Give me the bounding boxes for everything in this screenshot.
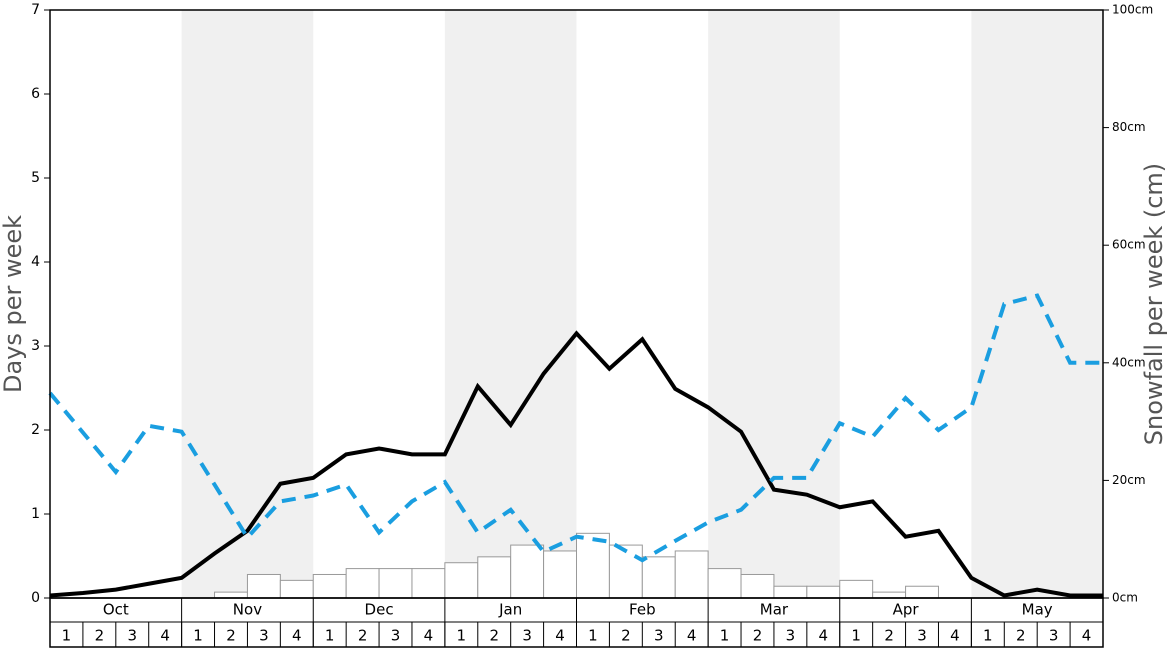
snowfall-bar — [806, 585, 841, 599]
y-tick-label: 0 — [31, 590, 40, 606]
week-label: 1 — [588, 627, 598, 645]
week-label: 4 — [1082, 627, 1092, 645]
y2-axis-title: Snowfall per week (cm) — [1140, 163, 1168, 445]
week-label: 1 — [983, 627, 993, 645]
month-label: Apr — [893, 601, 920, 619]
week-label: 4 — [687, 627, 697, 645]
y2-tick-label: 40cm — [1112, 355, 1146, 369]
y2-tick-label: 100cm — [1112, 3, 1153, 17]
y-tick-label: 6 — [31, 86, 40, 102]
week-label: 1 — [62, 627, 72, 645]
month-label: Jan — [498, 601, 522, 619]
y2-tick-label: 60cm — [1112, 238, 1146, 252]
y2-tick-label: 0cm — [1112, 591, 1138, 605]
month-shade — [971, 10, 1103, 598]
week-label: 4 — [819, 627, 829, 645]
y-tick-label: 3 — [31, 338, 40, 354]
snowfall-bar — [444, 562, 479, 599]
y-tick-label: 2 — [31, 422, 40, 438]
snowfall-bar — [740, 573, 775, 599]
snowfall-bar — [707, 568, 742, 599]
month-shade — [444, 10, 577, 598]
week-label: 4 — [292, 627, 302, 645]
week-label: 2 — [226, 627, 236, 645]
week-label: 2 — [95, 627, 105, 645]
week-label: 2 — [753, 627, 763, 645]
week-label: 3 — [654, 627, 664, 645]
snowfall-bar — [345, 568, 380, 599]
snowfall-bar — [576, 532, 610, 599]
snowfall-bar — [510, 544, 545, 599]
snowfall-bar — [312, 573, 347, 599]
week-label: 1 — [720, 627, 730, 645]
snowfall-bar — [674, 550, 709, 599]
month-shade — [708, 10, 840, 598]
week-label: 3 — [522, 627, 532, 645]
month-label: Oct — [103, 601, 129, 619]
month-label: Nov — [233, 601, 262, 619]
snowfall-bar — [905, 585, 939, 599]
y-tick-label: 5 — [31, 170, 40, 186]
y2-tick-label: 80cm — [1112, 120, 1146, 134]
y-tick-label: 7 — [31, 2, 40, 18]
week-label: 2 — [621, 627, 631, 645]
snowfall-bar — [608, 544, 643, 599]
month-shade — [181, 10, 314, 598]
snowfall-bar — [279, 579, 314, 599]
week-label: 3 — [391, 627, 401, 645]
week-label: 1 — [193, 627, 203, 645]
line-series — [49, 330, 1103, 598]
y-tick-label: 1 — [31, 506, 40, 522]
week-label: 3 — [259, 627, 269, 645]
snowfall-bar — [872, 591, 907, 599]
week-label: 2 — [1016, 627, 1026, 645]
y2-tick-label: 20cm — [1112, 473, 1146, 487]
week-label: 3 — [917, 627, 927, 645]
week-label: 2 — [489, 627, 499, 645]
month-label: Feb — [629, 601, 656, 619]
y-axis-title: Days per week — [0, 215, 27, 393]
week-label: 1 — [325, 627, 335, 645]
week-label: 2 — [358, 627, 368, 645]
snowfall-bar — [214, 591, 248, 599]
week-label: 3 — [127, 627, 137, 645]
snowfall-bar — [839, 579, 874, 599]
week-label: 1 — [851, 627, 861, 645]
line-series — [48, 293, 1103, 563]
snowfall-bar — [246, 573, 281, 599]
week-label: 4 — [424, 627, 434, 645]
snowfall-bar — [543, 550, 577, 599]
week-label: 4 — [555, 627, 565, 645]
snowfall-bar — [411, 568, 446, 599]
week-label: 4 — [160, 627, 170, 645]
week-label: 3 — [786, 627, 796, 645]
week-label: 3 — [1049, 627, 1059, 645]
snowfall-bar — [477, 556, 512, 599]
week-label: 1 — [457, 627, 467, 645]
month-label: May — [1022, 601, 1053, 619]
month-label: Mar — [760, 601, 789, 619]
month-label: Dec — [365, 601, 394, 619]
snowfall-bar — [378, 568, 413, 599]
snowfall-bar — [641, 556, 676, 599]
y-tick-label: 4 — [31, 254, 40, 270]
week-label: 4 — [950, 627, 960, 645]
snowfall-bar — [773, 585, 808, 599]
week-label: 2 — [884, 627, 894, 645]
